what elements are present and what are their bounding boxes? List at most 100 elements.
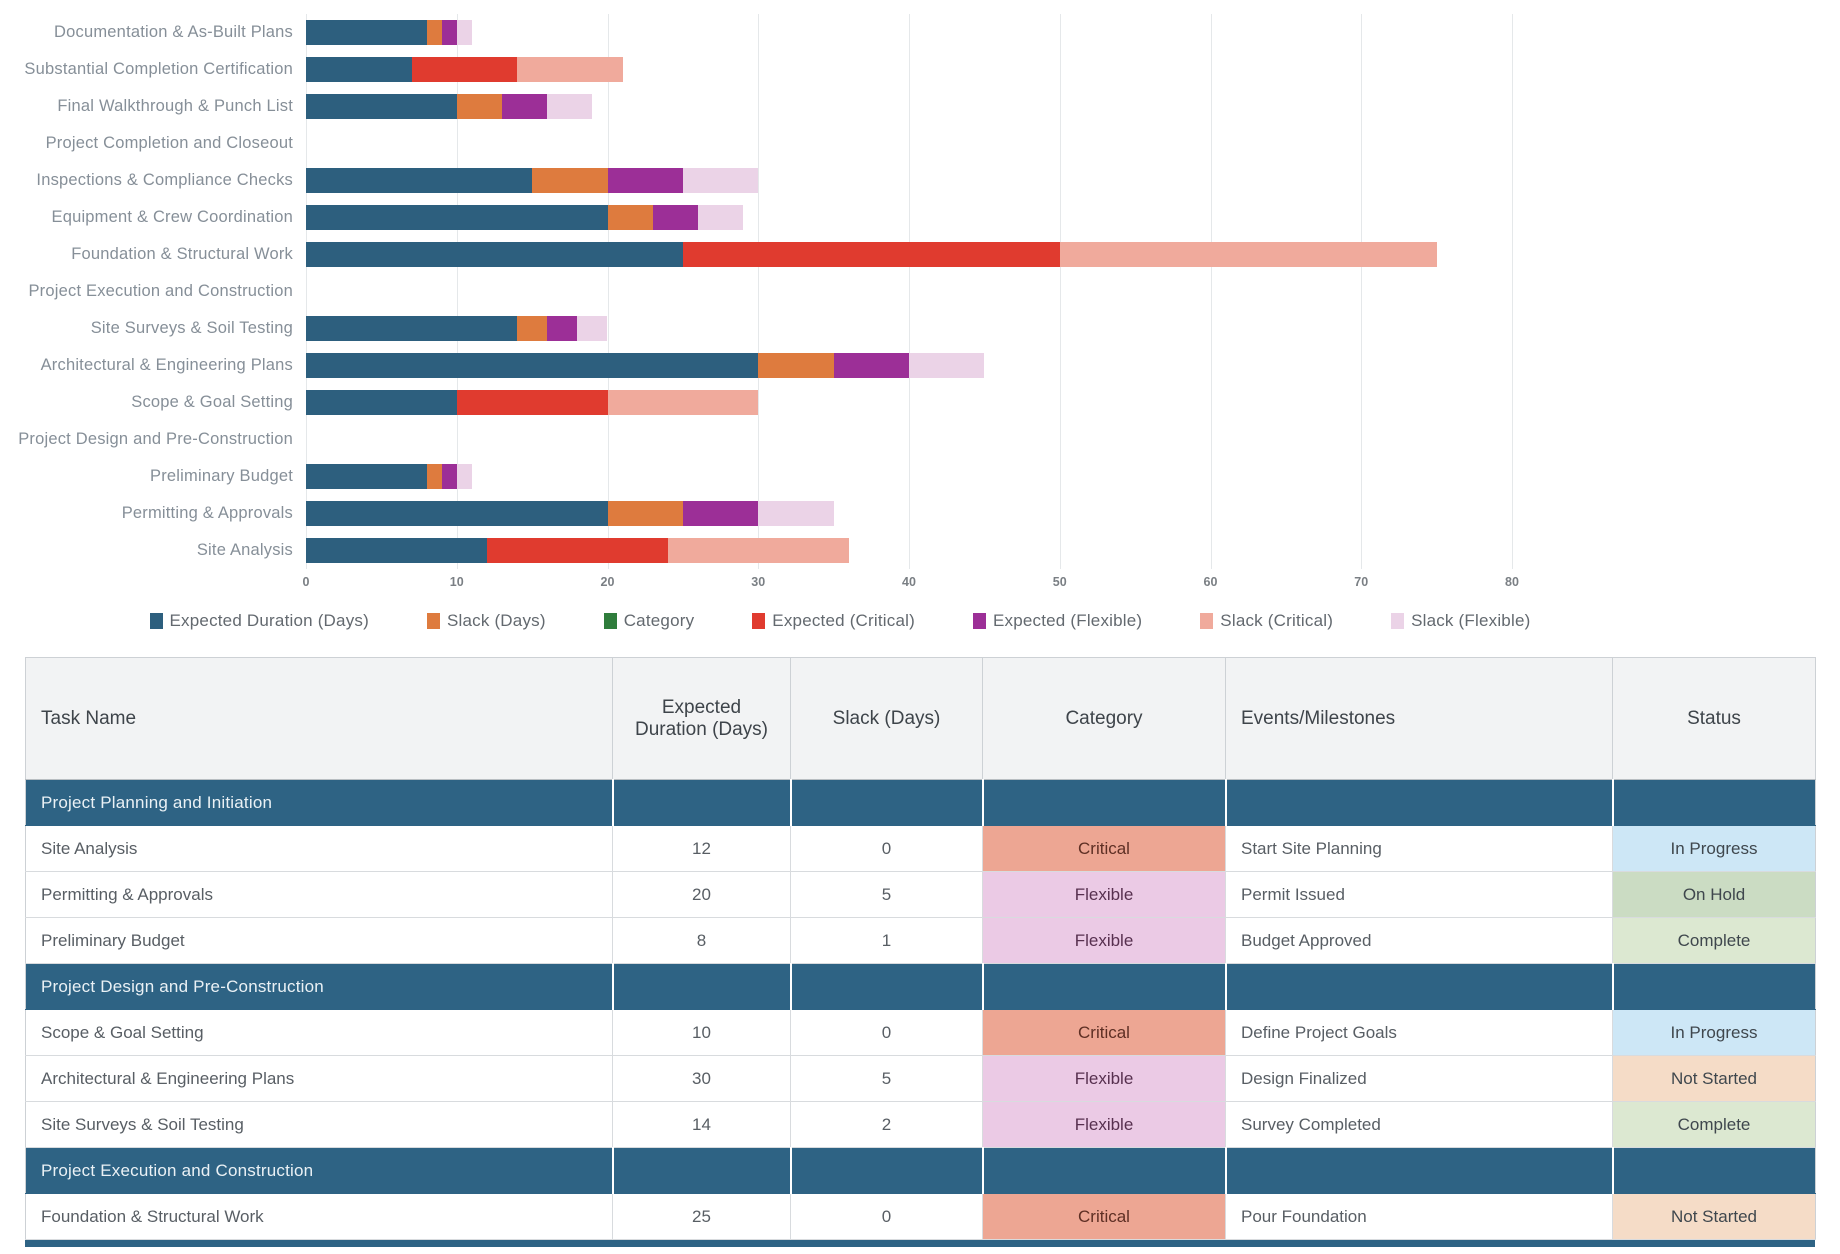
- bar-segment: [607, 205, 653, 230]
- bar-track: [306, 279, 1512, 304]
- bar-track: [306, 94, 1512, 119]
- bar-segment: [758, 353, 834, 378]
- bar-segment: [306, 57, 412, 82]
- legend-swatch-icon: [1391, 613, 1405, 629]
- bar-segment: [456, 390, 608, 415]
- chart-category-label: Architectural & Engineering Plans: [40, 356, 293, 374]
- x-axis-tick-label: 20: [600, 575, 615, 589]
- bar-segment: [426, 464, 442, 489]
- section-empty-cell: [1224, 1147, 1613, 1194]
- legend-label: Category: [623, 611, 695, 630]
- chart-category-label: Final Walkthrough & Punch List: [57, 97, 293, 115]
- section-empty-cell: [611, 963, 791, 1010]
- grid-line: [306, 14, 307, 569]
- table-header-row: Task Name Expected Duration (Days) Slack…: [25, 657, 1816, 780]
- bar-track: [306, 168, 1512, 193]
- bar-segment: [1059, 242, 1437, 267]
- legend-swatch-icon: [752, 613, 766, 629]
- legend-item: Expected (Flexible): [972, 611, 1142, 631]
- bar-track: [306, 316, 1512, 341]
- category-cell: Critical: [982, 825, 1226, 872]
- chart-category-label: Preliminary Budget: [150, 467, 293, 485]
- slack-cell: 5: [790, 1055, 983, 1102]
- bar-segment: [306, 94, 457, 119]
- legend-item: Slack (Critical): [1200, 611, 1333, 631]
- task-name-cell: Preliminary Budget: [25, 917, 613, 964]
- x-axis-tick-label: 60: [1203, 575, 1218, 589]
- task-name-cell: Permitting & Approvals: [25, 871, 613, 918]
- section-empty-cell: [611, 1147, 791, 1194]
- expected-duration-cell: 20: [612, 871, 791, 918]
- expected-duration-cell: 14: [612, 1101, 791, 1148]
- grid-line: [909, 14, 910, 569]
- bar-segment: [833, 353, 909, 378]
- task-name-cell: Site Analysis: [25, 825, 613, 872]
- status-badge: In Progress: [1612, 825, 1816, 872]
- bar-segment: [306, 316, 518, 341]
- legend-swatch-icon: [1200, 613, 1214, 629]
- bar-segment: [306, 20, 427, 45]
- header-status: Status: [1612, 657, 1816, 780]
- chart-category-label: Foundation & Structural Work: [71, 245, 293, 263]
- section-title: Project Execution and Construction: [25, 1147, 613, 1194]
- next-section-row-partial: [25, 1240, 1815, 1247]
- expected-duration-cell: 12: [612, 825, 791, 872]
- chart-row: Documentation & As-Built Plans: [0, 14, 1840, 51]
- x-axis-tick-label: 70: [1354, 575, 1369, 589]
- bar-segment: [547, 94, 593, 119]
- milestone-cell: Start Site Planning: [1225, 825, 1613, 872]
- chart-legend: Expected Duration (Days) Slack (Days) Cate…: [30, 611, 1650, 631]
- bar-segment: [758, 501, 834, 526]
- bar-segment: [306, 168, 533, 193]
- category-cell: Flexible: [982, 1101, 1226, 1148]
- legend-item: Category: [603, 611, 695, 631]
- bar-segment: [306, 242, 683, 267]
- bar-segment: [517, 316, 548, 341]
- chart-row: Project Execution and Construction: [0, 273, 1840, 310]
- section-header-row: Project Design and Pre-Construction: [25, 963, 1816, 1010]
- table-row: Site Analysis 12 0 Critical Start Site Plann…: [25, 825, 1816, 872]
- grid-line: [758, 14, 760, 569]
- task-name-cell: Architectural & Engineering Plans: [25, 1055, 613, 1102]
- legend-item: Expected Duration (Days): [149, 611, 369, 631]
- table-row: Architectural & Engineering Plans 30 5 Flex…: [25, 1055, 1816, 1102]
- x-axis-tick-label: 10: [449, 575, 464, 589]
- section-empty-cell: [611, 779, 791, 826]
- bar-segment: [682, 501, 759, 526]
- category-cell: Critical: [982, 1009, 1226, 1056]
- bar-segment: [306, 353, 759, 378]
- bar-track: [306, 131, 1512, 156]
- x-axis-tick-label: 0: [302, 575, 310, 589]
- legend-swatch-icon: [426, 613, 440, 629]
- chart-category-label: Site Analysis: [196, 541, 293, 559]
- bar-track: [306, 20, 1512, 45]
- task-name-cell: Scope & Goal Setting: [25, 1009, 613, 1056]
- chart-plot-area: Documentation & As-Built Plans Substantia…: [0, 14, 1840, 569]
- chart-category-label: Equipment & Crew Coordination: [51, 208, 293, 226]
- x-axis-tick-label: 30: [751, 575, 766, 589]
- legend-label: Slack (Flexible): [1411, 611, 1531, 630]
- category-cell: Flexible: [982, 917, 1226, 964]
- chart-row: Equipment & Crew Coordination: [0, 199, 1840, 236]
- x-axis: 0 10 20 30 40 50 60 70 80: [302, 573, 1519, 595]
- section-title: Project Planning and Initiation: [25, 779, 613, 826]
- expected-duration-cell: 25: [612, 1193, 791, 1240]
- slack-cell: 2: [790, 1101, 983, 1148]
- status-badge: Complete: [1612, 1101, 1816, 1148]
- category-cell: Flexible: [982, 871, 1226, 918]
- bar-segment: [306, 464, 427, 489]
- header-events-milestones: Events/Milestones: [1225, 657, 1613, 780]
- bar-segment: [517, 57, 623, 82]
- milestone-cell: Budget Approved: [1225, 917, 1613, 964]
- x-axis-tick-label: 50: [1052, 575, 1067, 589]
- grid-line: [456, 14, 458, 569]
- chart-category-label: Project Completion and Closeout: [45, 134, 293, 152]
- bar-segment: [607, 501, 683, 526]
- milestone-cell: Survey Completed: [1225, 1101, 1613, 1148]
- table-row: Preliminary Budget 8 1 Flexible Budget Appro…: [25, 917, 1816, 964]
- bar-segment: [306, 390, 457, 415]
- bar-track: [306, 242, 1512, 267]
- legend-item: Expected (Critical): [752, 611, 915, 631]
- chart-gridlines: [306, 14, 1513, 569]
- header-task-name: Task Name: [25, 657, 613, 780]
